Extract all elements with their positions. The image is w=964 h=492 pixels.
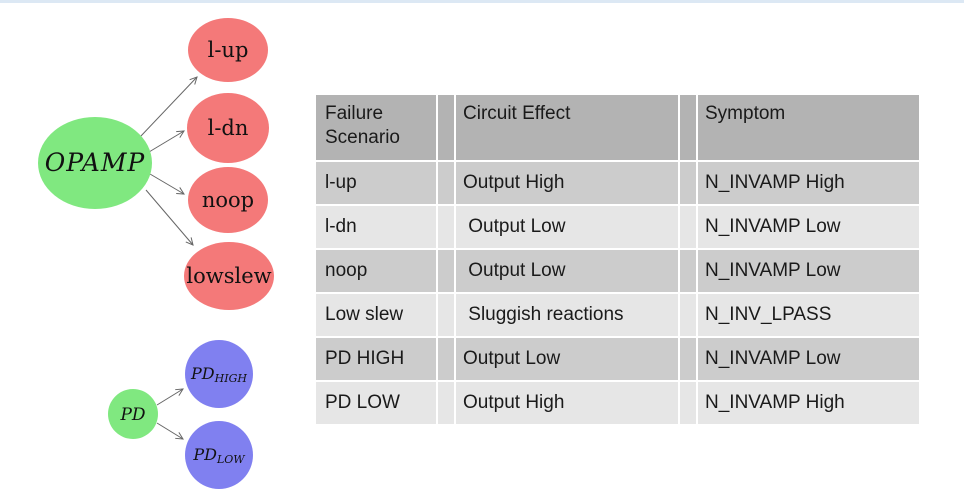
table-row: l-dn Output Low N_INVAMP Low <box>316 206 919 248</box>
table-row: l-up Output High N_INVAMP High <box>316 162 919 204</box>
lowslew-node-label: lowslew <box>186 264 271 288</box>
arrow-opamp-to-lup <box>139 76 198 138</box>
header-spacer-1 <box>438 95 454 160</box>
table-row: PD HIGH Output Low N_INVAMP Low <box>316 338 919 380</box>
header-symptom: Symptom <box>698 95 919 160</box>
cell-spacer <box>438 338 454 380</box>
cell-spacer <box>438 382 454 424</box>
top-edge-strip <box>0 0 964 3</box>
cell-effect: Output High <box>456 162 678 204</box>
cell-effect: Output High <box>456 382 678 424</box>
lup-node-label: l-up <box>208 38 249 62</box>
cell-symptom: N_INVAMP Low <box>698 338 919 380</box>
cell-effect: Sluggish reactions <box>456 294 678 336</box>
cell-spacer <box>680 294 696 336</box>
cell-symptom: N_INV_LPASS <box>698 294 919 336</box>
cell-spacer <box>438 162 454 204</box>
table-row: Low slew Sluggish reactions N_INV_LPASS <box>316 294 919 336</box>
pdhigh-node-label: PDHIGH <box>190 364 247 385</box>
arrow-opamp-to-noop <box>149 173 185 195</box>
cell-spacer <box>438 206 454 248</box>
pd-node-label: PD <box>119 405 145 425</box>
cell-symptom: N_INVAMP High <box>698 382 919 424</box>
opamp-node-label: OPAMP <box>45 148 146 177</box>
table-header-row: Failure Scenario Circuit Effect Symptom <box>316 95 919 160</box>
cell-spacer <box>680 338 696 380</box>
cell-symptom: N_INVAMP Low <box>698 250 919 292</box>
arrow-pd-to-pdhigh <box>156 388 184 406</box>
cell-spacer <box>680 162 696 204</box>
cell-scenario: PD LOW <box>316 382 436 424</box>
cell-scenario: PD HIGH <box>316 338 436 380</box>
cell-scenario: noop <box>316 250 436 292</box>
cell-spacer <box>680 206 696 248</box>
noop-node <box>188 167 268 233</box>
noop-node-label: noop <box>202 188 254 212</box>
failure-scenario-table: Failure Scenario Circuit Effect Symptom … <box>314 93 921 426</box>
table-row: PD LOW Output High N_INVAMP High <box>316 382 919 424</box>
arrow-opamp-to-ldn <box>148 130 185 153</box>
fault-tree-diagram: OPAMP l-up l-dn noop lowslew PD PDHIGH P… <box>38 18 274 489</box>
cell-symptom: N_INVAMP Low <box>698 206 919 248</box>
table-row: noop Output Low N_INVAMP Low <box>316 250 919 292</box>
arrow-opamp-to-lowslew <box>145 189 194 246</box>
lowslew-node <box>184 242 274 310</box>
pdlow-node-label: PDLOW <box>192 445 246 466</box>
ldn-node-label: l-dn <box>208 116 249 140</box>
cell-spacer <box>680 382 696 424</box>
cell-spacer <box>438 294 454 336</box>
pd-node <box>108 389 158 439</box>
cell-scenario: Low slew <box>316 294 436 336</box>
cell-effect: Output Low <box>456 338 678 380</box>
cell-spacer <box>438 250 454 292</box>
pdhigh-node <box>185 340 253 408</box>
cell-effect: Output Low <box>456 250 678 292</box>
ldn-node <box>187 93 269 163</box>
cell-symptom: N_INVAMP High <box>698 162 919 204</box>
header-circuit-effect: Circuit Effect <box>456 95 678 160</box>
lup-node <box>188 18 268 82</box>
cell-scenario: l-dn <box>316 206 436 248</box>
arrow-pd-to-pdlow <box>156 422 184 440</box>
opamp-node <box>38 117 152 209</box>
header-spacer-2 <box>680 95 696 160</box>
header-failure-scenario: Failure Scenario <box>316 95 436 160</box>
cell-scenario: l-up <box>316 162 436 204</box>
pdlow-node <box>185 421 253 489</box>
cell-spacer <box>680 250 696 292</box>
cell-effect: Output Low <box>456 206 678 248</box>
